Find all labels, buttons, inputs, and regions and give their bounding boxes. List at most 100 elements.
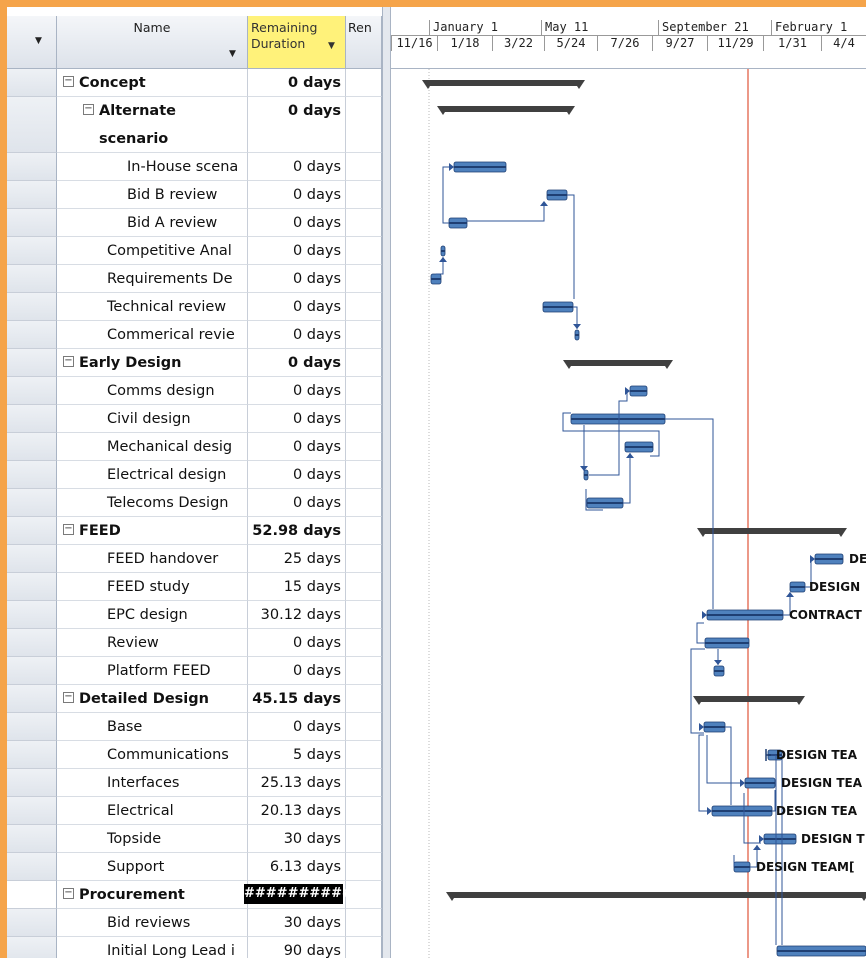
row-selector[interactable] (7, 433, 57, 461)
task-name-cell[interactable]: − FEED (57, 517, 248, 545)
task-name-cell[interactable]: Competitive Anal (57, 237, 248, 265)
remaining-duration-cell[interactable]: 25 days (248, 545, 346, 573)
task-row[interactable]: Interfaces 25.13 days (7, 769, 382, 797)
task-name-cell[interactable]: Bid reviews (57, 909, 248, 937)
select-all-arrow-icon[interactable]: ▼ (35, 36, 42, 46)
task-row[interactable]: Requirements De 0 days (7, 265, 382, 293)
task-name-cell[interactable]: Topside (57, 825, 248, 853)
collapse-toggle-icon[interactable]: − (63, 76, 74, 87)
task-row[interactable]: Bid reviews 30 days (7, 909, 382, 937)
ren-cell[interactable] (346, 433, 382, 461)
task-row[interactable]: − Concept 0 days (7, 69, 382, 97)
row-selector[interactable] (7, 545, 57, 573)
row-selector[interactable] (7, 377, 57, 405)
ren-cell[interactable] (346, 741, 382, 769)
row-selector[interactable] (7, 937, 57, 958)
remaining-duration-cell[interactable]: 0 days (248, 265, 346, 293)
task-row[interactable]: − Detailed Design 45.15 days (7, 685, 382, 713)
task-name-cell[interactable]: − Alternate scenario (57, 97, 248, 153)
task-name-cell[interactable]: Electrical (57, 797, 248, 825)
task-row[interactable]: Topside 30 days (7, 825, 382, 853)
remaining-duration-cell[interactable]: 0 days (248, 321, 346, 349)
task-row[interactable]: Communications 5 days (7, 741, 382, 769)
remaining-duration-cell[interactable]: 30 days (248, 909, 346, 937)
task-name-cell[interactable]: Commerical revie (57, 321, 248, 349)
remaining-duration-cell[interactable]: 0 days (248, 97, 346, 153)
row-selector[interactable] (7, 181, 57, 209)
task-row[interactable]: Review 0 days (7, 629, 382, 657)
task-name-cell[interactable]: Requirements De (57, 265, 248, 293)
task-row[interactable]: Mechanical desig 0 days (7, 433, 382, 461)
row-selector[interactable] (7, 209, 57, 237)
remaining-duration-cell[interactable]: 0 days (248, 349, 346, 377)
ren-cell[interactable] (346, 97, 382, 153)
remaining-duration-cell[interactable]: 0 days (248, 377, 346, 405)
row-selector[interactable] (7, 573, 57, 601)
task-row[interactable]: − FEED 52.98 days (7, 517, 382, 545)
task-row[interactable]: − Procurement ########## (7, 881, 382, 909)
ren-cell[interactable] (346, 489, 382, 517)
task-name-cell[interactable]: Review (57, 629, 248, 657)
ren-cell[interactable] (346, 153, 382, 181)
ren-cell[interactable] (346, 769, 382, 797)
task-name-cell[interactable]: Civil design (57, 405, 248, 433)
task-name-cell[interactable]: Base (57, 713, 248, 741)
remaining-duration-cell[interactable]: 6.13 days (248, 853, 346, 881)
view-divider[interactable] (382, 7, 391, 958)
task-row[interactable]: Bid A review 0 days (7, 209, 382, 237)
ren-cell[interactable] (346, 69, 382, 97)
task-row[interactable]: FEED handover 25 days (7, 545, 382, 573)
task-row[interactable]: Civil design 0 days (7, 405, 382, 433)
ren-cell[interactable] (346, 181, 382, 209)
ren-cell[interactable] (346, 545, 382, 573)
row-selector[interactable] (7, 629, 57, 657)
remaining-duration-cell[interactable]: 20.13 days (248, 797, 346, 825)
remaining-duration-cell[interactable]: 0 days (248, 209, 346, 237)
row-selector[interactable] (7, 461, 57, 489)
remaining-duration-cell[interactable]: 0 days (248, 657, 346, 685)
row-selector[interactable] (7, 657, 57, 685)
task-name-cell[interactable]: Interfaces (57, 769, 248, 797)
task-name-cell[interactable]: − Early Design (57, 349, 248, 377)
ren-cell[interactable] (346, 405, 382, 433)
remaining-duration-cell[interactable]: 0 days (248, 461, 346, 489)
task-row[interactable]: Telecoms Design 0 days (7, 489, 382, 517)
task-row[interactable]: Electrical 20.13 days (7, 797, 382, 825)
row-selector[interactable] (7, 601, 57, 629)
collapse-toggle-icon[interactable]: − (63, 692, 74, 703)
task-name-cell[interactable]: Telecoms Design (57, 489, 248, 517)
collapse-toggle-icon[interactable]: − (63, 888, 74, 899)
task-name-cell[interactable]: EPC design (57, 601, 248, 629)
ren-cell[interactable] (346, 573, 382, 601)
task-row[interactable]: Comms design 0 days (7, 377, 382, 405)
ren-cell[interactable] (346, 881, 382, 909)
task-name-cell[interactable]: − Detailed Design (57, 685, 248, 713)
row-selector[interactable] (7, 713, 57, 741)
ren-cell[interactable] (346, 853, 382, 881)
ren-cell[interactable] (346, 657, 382, 685)
task-row[interactable]: Technical review 0 days (7, 293, 382, 321)
task-row[interactable]: FEED study 15 days (7, 573, 382, 601)
ren-cell[interactable] (346, 349, 382, 377)
remaining-duration-cell[interactable]: 0 days (248, 433, 346, 461)
row-selector[interactable] (7, 881, 57, 909)
task-name-cell[interactable]: Bid B review (57, 181, 248, 209)
remaining-duration-cell[interactable]: 0 days (248, 629, 346, 657)
remaining-duration-cell[interactable]: 0 days (248, 181, 346, 209)
row-selector[interactable] (7, 825, 57, 853)
remaining-duration-cell[interactable]: 0 days (248, 69, 346, 97)
ren-cell[interactable] (346, 209, 382, 237)
task-name-cell[interactable]: Support (57, 853, 248, 881)
task-row[interactable]: Competitive Anal 0 days (7, 237, 382, 265)
remaining-duration-cell[interactable]: 52.98 days (248, 517, 346, 545)
task-row[interactable]: Bid B review 0 days (7, 181, 382, 209)
remaining-duration-cell[interactable]: 30.12 days (248, 601, 346, 629)
row-selector[interactable] (7, 321, 57, 349)
collapse-toggle-icon[interactable]: − (63, 356, 74, 367)
task-name-cell[interactable]: FEED study (57, 573, 248, 601)
remaining-duration-cell[interactable]: 0 days (248, 293, 346, 321)
ren-cell[interactable] (346, 685, 382, 713)
row-selector[interactable] (7, 97, 57, 153)
task-name-cell[interactable]: − Concept (57, 69, 248, 97)
remaining-duration-cell[interactable]: 5 days (248, 741, 346, 769)
